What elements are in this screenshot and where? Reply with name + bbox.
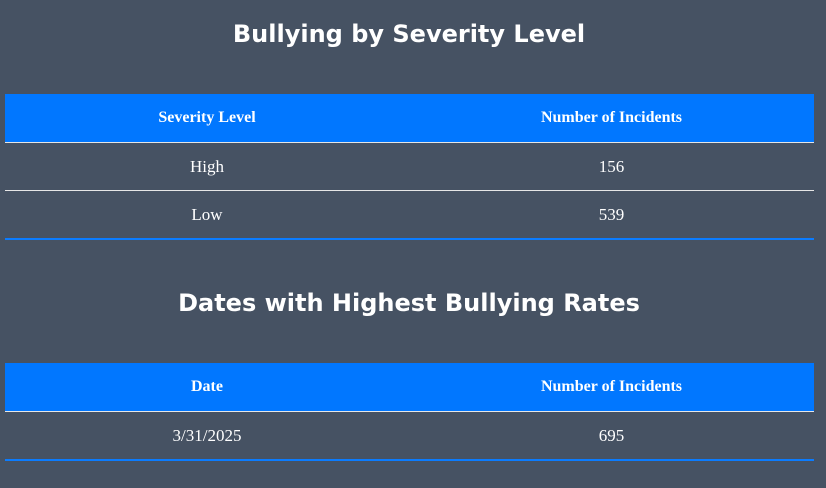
severity-table: Severity Level Number of Incidents High …: [5, 94, 814, 240]
column-header-date[interactable]: Date: [5, 363, 409, 412]
table-row: High 156: [5, 142, 814, 191]
table-header-row: Severity Level Number of Incidents: [5, 94, 814, 143]
table-header-row: Date Number of Incidents: [5, 363, 814, 412]
incident-count-cell: 539: [409, 190, 814, 240]
severity-cell: High: [5, 142, 409, 191]
table-row: 3/31/2025 695: [5, 411, 814, 461]
incident-count-cell: 695: [409, 411, 814, 461]
date-cell: 3/31/2025: [5, 411, 409, 461]
table-row: Low 539: [5, 190, 814, 240]
dates-table: Date Number of Incidents 3/31/2025 695: [5, 363, 814, 461]
column-header-number-of-incidents[interactable]: Number of Incidents: [409, 94, 814, 143]
dates-section-title: Dates with Highest Bullying Rates: [178, 289, 640, 317]
column-header-number-of-incidents[interactable]: Number of Incidents: [409, 363, 814, 412]
severity-cell: Low: [5, 190, 409, 240]
column-header-severity-level[interactable]: Severity Level: [5, 94, 409, 143]
incident-count-cell: 156: [409, 142, 814, 191]
severity-section-title: Bullying by Severity Level: [232, 20, 586, 48]
